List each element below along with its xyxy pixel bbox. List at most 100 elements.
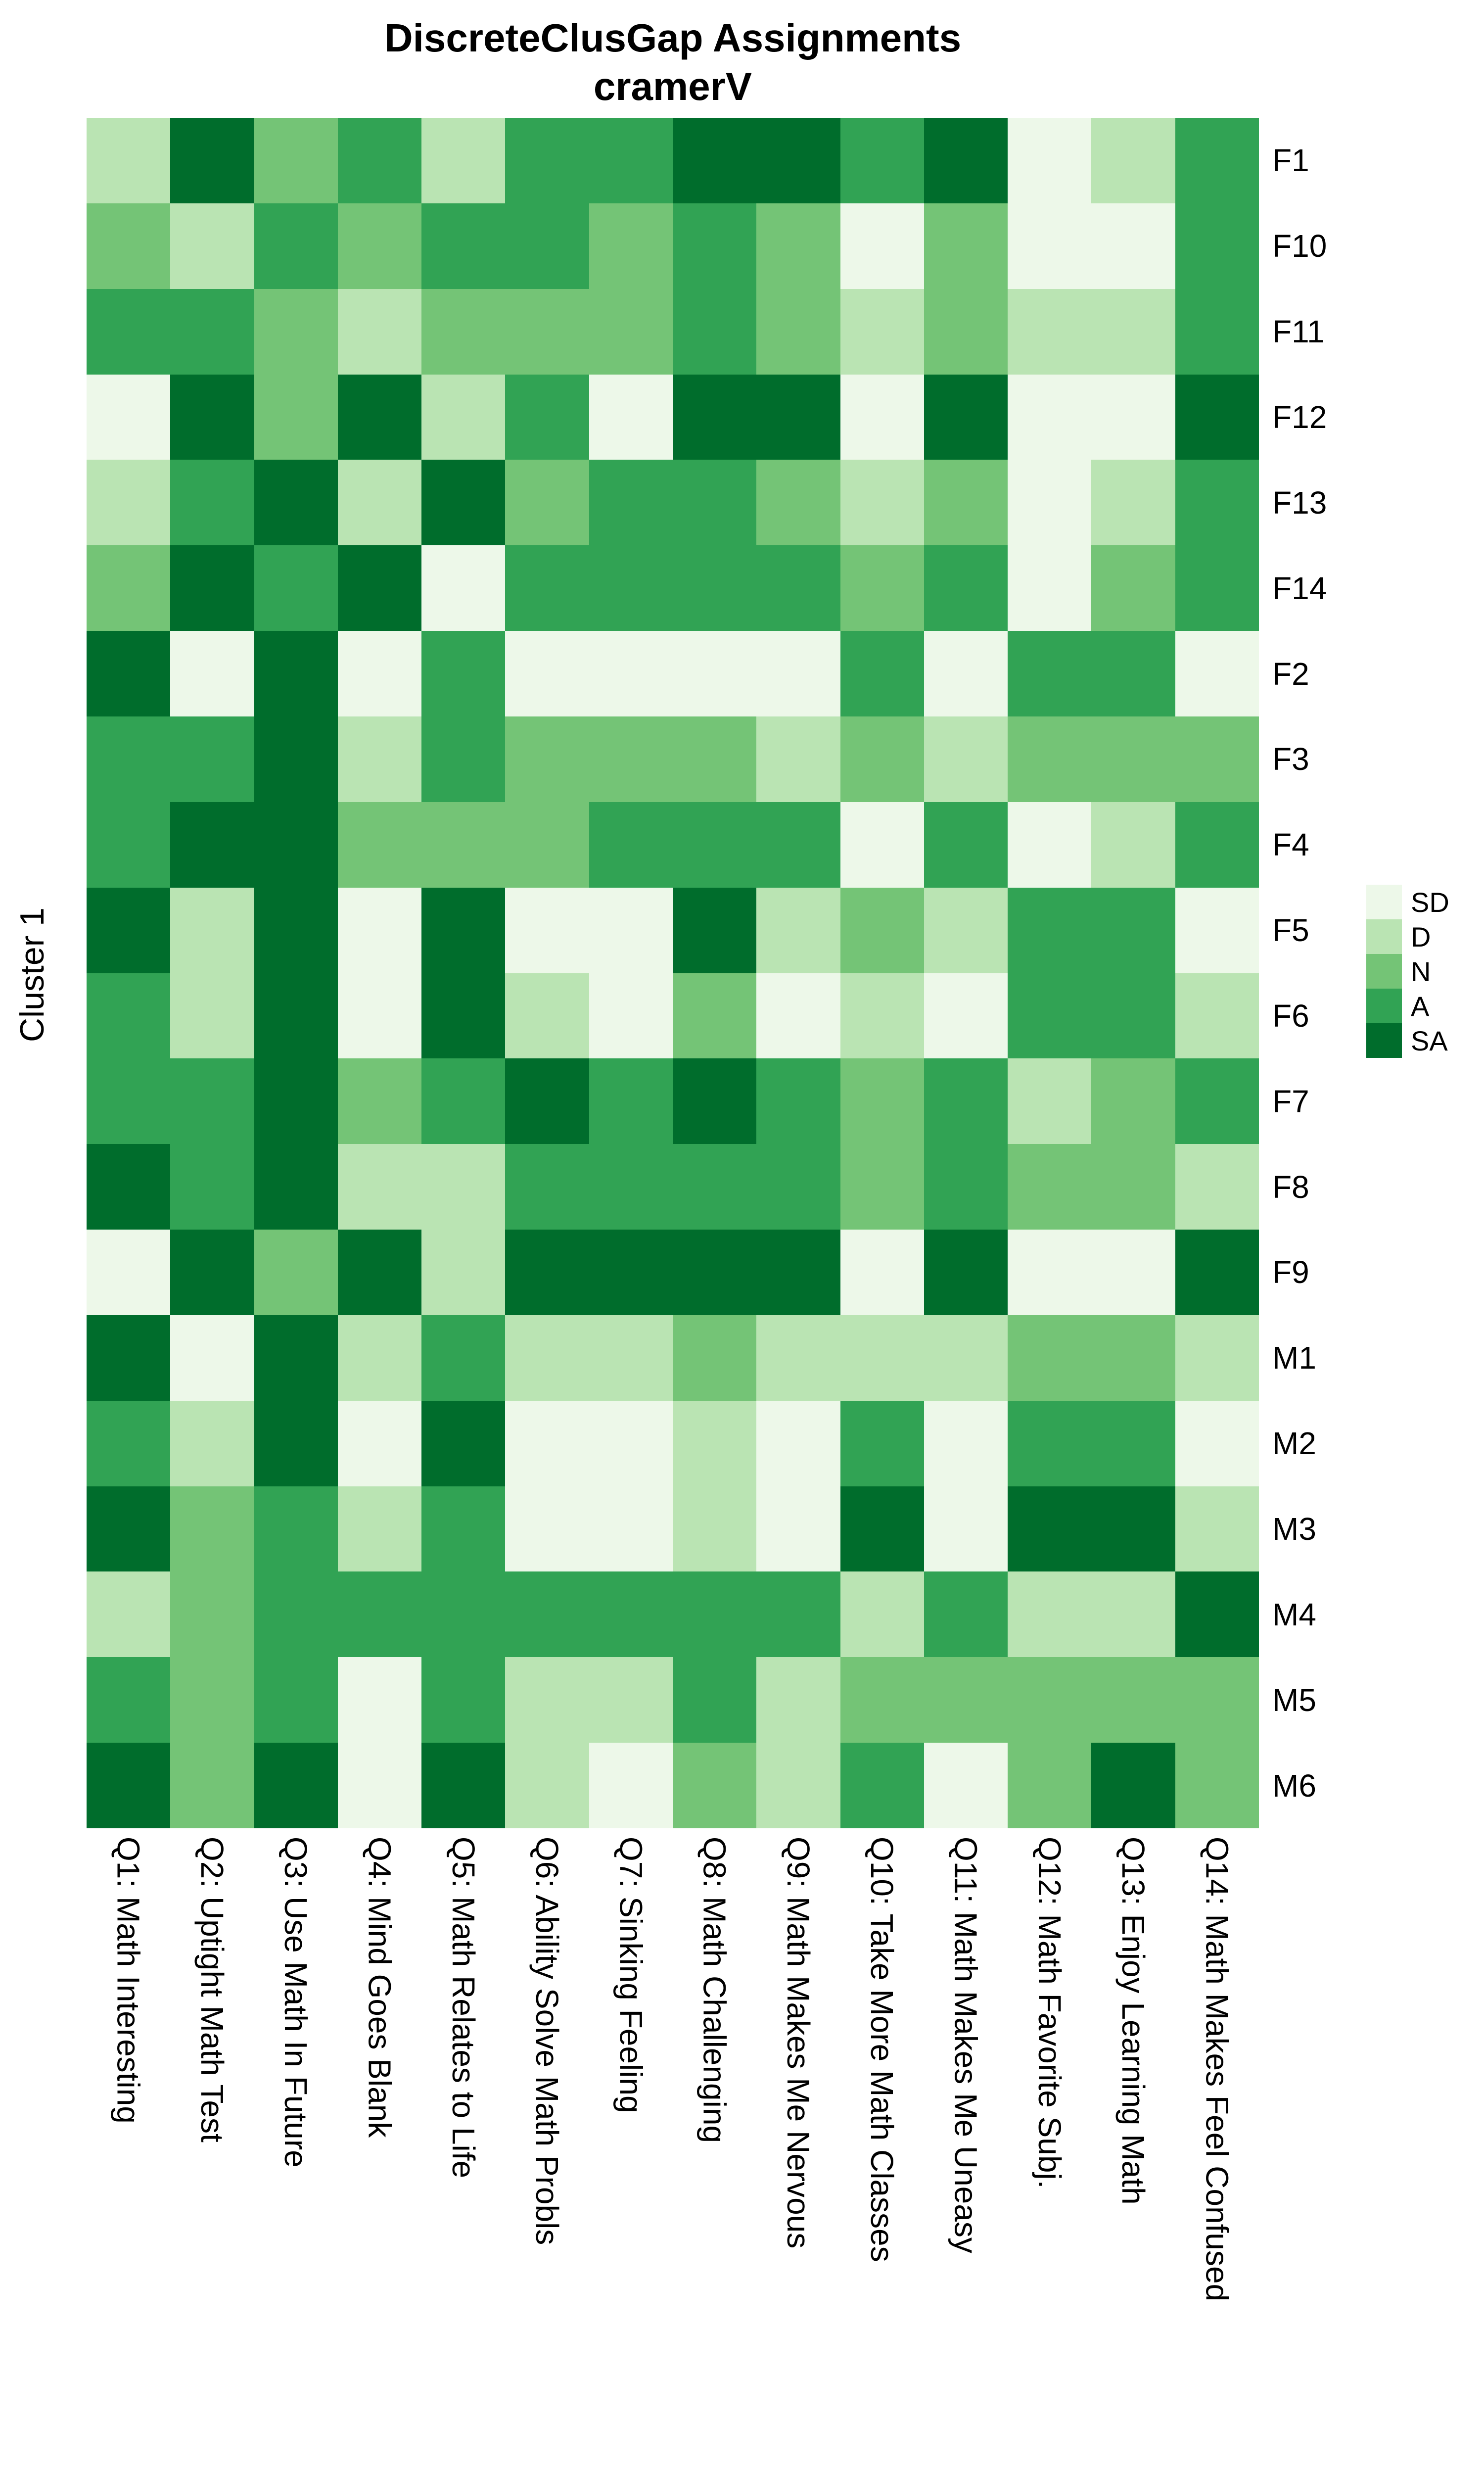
heatmap-cell	[924, 631, 1008, 716]
heatmap-cell	[1175, 973, 1259, 1059]
heatmap-cell	[756, 716, 840, 802]
heatmap-cell	[924, 1058, 1008, 1144]
heatmap-cell	[170, 1230, 254, 1315]
heatmap-cell	[1175, 1144, 1259, 1230]
heatmap-cell	[756, 288, 840, 375]
heatmap-cell	[170, 288, 254, 375]
heatmap-cell	[87, 545, 171, 631]
row-label: F11	[1272, 314, 1325, 350]
heatmap-cell	[1175, 1315, 1259, 1401]
heatmap-cell	[254, 1657, 338, 1743]
heatmap-cell	[254, 631, 338, 716]
heatmap-cell	[1175, 118, 1259, 203]
heatmap-cell	[924, 288, 1008, 375]
heatmap-cell	[505, 203, 589, 289]
legend: SD D N A SA	[1366, 885, 1449, 1058]
heatmap-cell	[421, 1571, 506, 1658]
heatmap-cell	[87, 203, 171, 289]
heatmap-cell	[505, 1058, 589, 1144]
heatmap-cell	[1008, 1400, 1092, 1486]
chart-title-line2: cramerV	[593, 64, 752, 108]
heatmap-cell	[673, 1058, 757, 1144]
legend-label: N	[1411, 955, 1431, 987]
heatmap-cell	[1175, 1571, 1259, 1658]
heatmap-cell	[337, 1315, 422, 1401]
heatmap-cell	[589, 1400, 673, 1486]
heatmap-cell	[673, 1144, 757, 1230]
heatmap-cell	[840, 1657, 924, 1743]
heatmap-cell	[337, 802, 422, 888]
heatmap-cell	[505, 460, 589, 546]
heatmap-cell	[589, 460, 673, 546]
row-label: M5	[1272, 1682, 1316, 1718]
heatmap-cell	[840, 1400, 924, 1486]
column-label-text: Q1: Math Interesting	[110, 1837, 146, 2124]
heatmap-cell	[337, 1144, 422, 1230]
heatmap-cell	[170, 631, 254, 716]
heatmap-cell	[421, 973, 506, 1059]
heatmap-cell	[421, 545, 506, 631]
heatmap-cell	[756, 118, 840, 203]
heatmap-cell	[1008, 1315, 1092, 1401]
heatmap-cell	[756, 1486, 840, 1572]
heatmap-cell	[421, 1657, 506, 1743]
heatmap-cell	[1091, 118, 1175, 203]
column-label: Q4: Mind Goes Blank	[338, 1837, 421, 2435]
y-axis-title-text: Cluster 1	[13, 907, 51, 1043]
heatmap-cell	[505, 545, 589, 631]
legend-label: SD	[1411, 886, 1449, 918]
heatmap-cell	[170, 1058, 254, 1144]
heatmap-cell	[673, 1230, 757, 1315]
heatmap-cell	[421, 1315, 506, 1401]
legend-swatch	[1366, 919, 1402, 954]
heatmap-cell	[87, 1058, 171, 1144]
heatmap-cell	[505, 1400, 589, 1486]
heatmap-cell	[87, 1400, 171, 1486]
heatmap-cell	[337, 887, 422, 973]
heatmap-cell	[254, 1486, 338, 1572]
heatmap-cell	[589, 1486, 673, 1572]
heatmap-cell	[756, 1058, 840, 1144]
heatmap-cell	[1008, 631, 1092, 716]
heatmap-cell	[673, 716, 757, 802]
heatmap-cell	[1091, 973, 1175, 1059]
heatmap-cell	[1091, 374, 1175, 460]
heatmap-cell	[589, 1657, 673, 1743]
column-label: Q6: Ability Solve Math Probls	[505, 1837, 589, 2435]
heatmap-cell	[1091, 288, 1175, 375]
heatmap-cell	[756, 1144, 840, 1230]
legend-swatch	[1366, 954, 1402, 989]
heatmap-cell	[840, 802, 924, 888]
heatmap-cell	[1008, 118, 1092, 203]
heatmap-cell	[589, 1230, 673, 1315]
heatmap-cell	[1175, 1657, 1259, 1743]
heatmap-cell	[924, 1657, 1008, 1743]
heatmap-cell	[170, 1144, 254, 1230]
heatmap-cell	[1091, 802, 1175, 888]
column-label-text: Q8: Math Challenging	[696, 1837, 733, 2143]
heatmap-cell	[1175, 460, 1259, 546]
heatmap-cell	[1091, 1144, 1175, 1230]
heatmap-cell	[924, 1486, 1008, 1572]
heatmap-cell	[1091, 545, 1175, 631]
heatmap-cell	[505, 1657, 589, 1743]
heatmap-cell	[589, 1743, 673, 1828]
heatmap-cell	[673, 973, 757, 1059]
heatmap-cell	[1091, 1657, 1175, 1743]
column-label: Q7: Sinking Feeling	[589, 1837, 673, 2435]
heatmap-cell	[1008, 1058, 1092, 1144]
heatmap-cell	[254, 288, 338, 375]
heatmap-cell	[840, 1230, 924, 1315]
heatmap-cell	[87, 1144, 171, 1230]
heatmap-cell	[87, 460, 171, 546]
heatmap-cell	[1008, 203, 1092, 289]
heatmap-cell	[589, 374, 673, 460]
row-label: M2	[1272, 1426, 1316, 1462]
column-label: Q10: Take More Math Classes	[840, 1837, 924, 2435]
row-label: F12	[1272, 399, 1327, 435]
heatmap-cell	[1175, 631, 1259, 716]
heatmap-cell	[337, 203, 422, 289]
heatmap-cell	[756, 460, 840, 546]
heatmap-cell	[87, 1230, 171, 1315]
heatmap-cell	[756, 973, 840, 1059]
